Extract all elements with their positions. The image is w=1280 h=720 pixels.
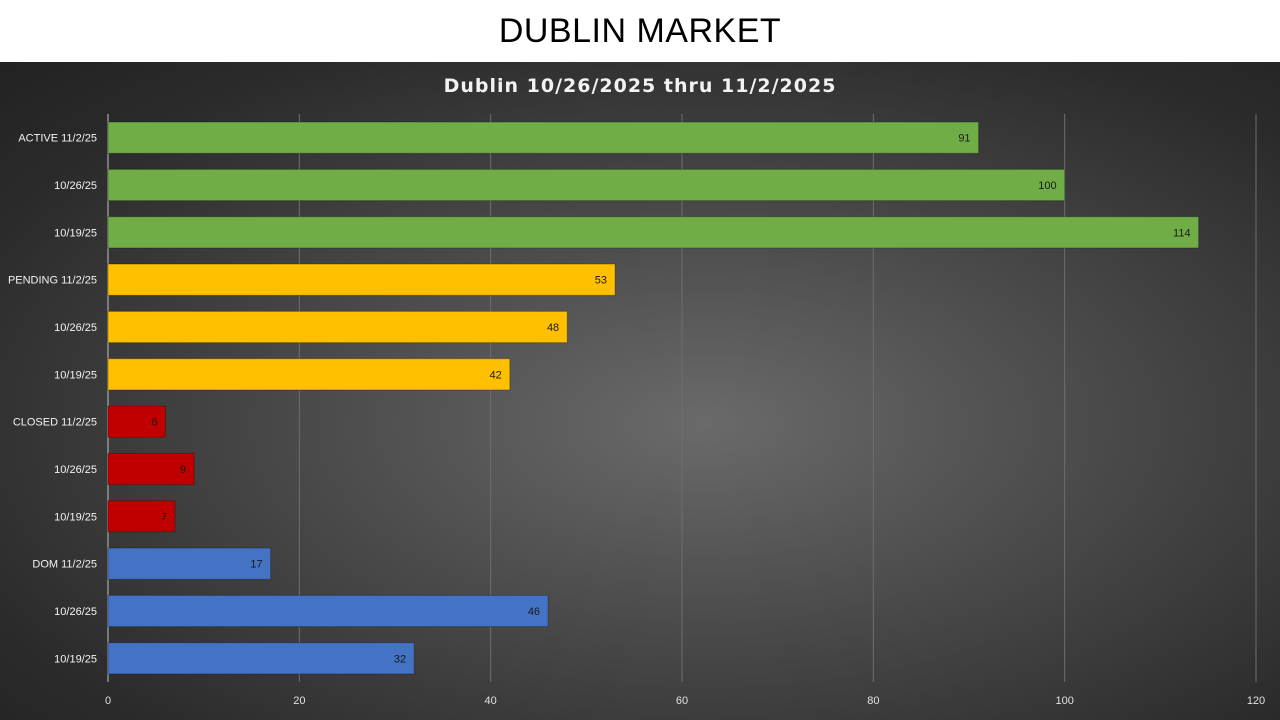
category-label: 10/19/25 xyxy=(54,653,97,665)
data-label: 6 xyxy=(151,417,157,429)
data-label: 46 xyxy=(528,606,540,618)
data-label: 100 xyxy=(1038,180,1056,192)
x-tick-label: 100 xyxy=(1055,695,1073,707)
data-label: 114 xyxy=(1173,227,1191,239)
bars xyxy=(107,121,1200,675)
data-label: 9 xyxy=(180,464,186,476)
bar xyxy=(107,121,980,154)
gridlines xyxy=(107,114,1257,682)
category-label: 10/26/25 xyxy=(54,464,97,476)
x-tick-label: 0 xyxy=(105,695,111,707)
bar xyxy=(107,642,415,675)
category-label: 10/26/25 xyxy=(54,606,97,618)
category-label: 10/19/25 xyxy=(54,227,97,239)
bar xyxy=(107,168,1066,202)
page-title: DUBLIN MARKET xyxy=(498,11,782,50)
category-label: 10/19/25 xyxy=(54,369,97,381)
x-tick-label: 60 xyxy=(676,695,688,707)
bar xyxy=(107,216,1200,249)
x-tick-labels: 0 20 40 60 80 100 120 xyxy=(105,695,1265,707)
chart-panel: Dublin 10/26/2025 thru 11/2/2025 ACTIVE … xyxy=(0,62,1280,720)
bar xyxy=(107,405,166,438)
data-label: 53 xyxy=(595,275,607,287)
data-label: 48 xyxy=(547,322,559,334)
category-label: 10/26/25 xyxy=(54,322,97,334)
category-labels: ACTIVE 11/2/25 10/26/25 10/19/25 PENDING 11… xyxy=(8,133,97,666)
category-label: DOM 11/2/25 xyxy=(32,559,97,571)
x-tick-label: 40 xyxy=(485,695,497,707)
data-label: 32 xyxy=(394,653,406,665)
data-labels: 91 100 114 53 48 42 6 9 7 17 46 32 xyxy=(151,133,1190,666)
bar xyxy=(107,310,568,344)
data-label: 7 xyxy=(161,511,167,523)
data-label: 91 xyxy=(958,133,970,145)
category-label: 10/19/25 xyxy=(54,511,97,523)
bar xyxy=(107,594,549,628)
x-tick-label: 80 xyxy=(867,695,879,707)
chart-title: Dublin 10/26/2025 thru 11/2/2025 xyxy=(444,75,837,97)
bar xyxy=(107,500,176,533)
bar xyxy=(107,358,511,391)
bar xyxy=(107,452,195,486)
x-tick-label: 120 xyxy=(1247,695,1265,707)
data-label: 17 xyxy=(250,559,262,571)
x-tick-label: 20 xyxy=(293,695,305,707)
data-label: 42 xyxy=(490,369,502,381)
bar-chart: Dublin 10/26/2025 thru 11/2/2025 ACTIVE … xyxy=(8,75,1265,707)
category-label: ACTIVE 11/2/25 xyxy=(18,133,97,145)
bar xyxy=(107,263,616,296)
category-label: PENDING 11/2/25 xyxy=(8,275,97,287)
bar xyxy=(107,547,272,580)
category-label: CLOSED 11/2/25 xyxy=(13,417,97,429)
category-label: 10/26/25 xyxy=(54,180,97,192)
